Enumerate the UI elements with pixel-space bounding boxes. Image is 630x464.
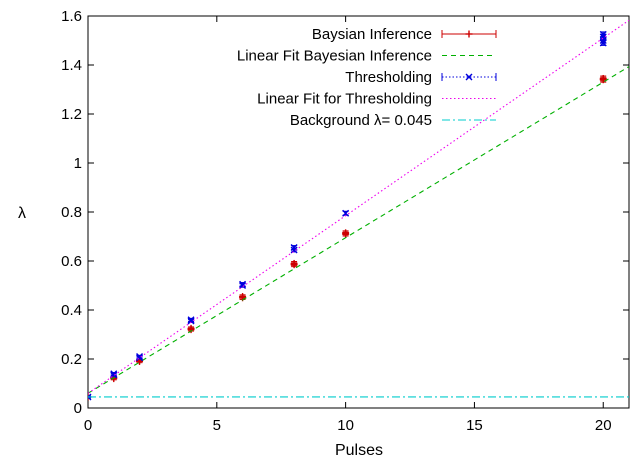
fit-line-3	[88, 19, 629, 394]
x-marker	[342, 209, 350, 217]
data-point	[110, 370, 118, 378]
y-axis-title: λ	[18, 205, 26, 222]
y-tick-label: 1	[74, 155, 82, 172]
x-axis-title: Pulses	[335, 442, 383, 459]
y-tick-label: 0.2	[61, 351, 82, 368]
legend-marker	[465, 73, 473, 81]
fit-line-1	[88, 66, 629, 394]
legend-label: Thresholding	[345, 69, 432, 86]
x-marker	[110, 370, 118, 378]
x-marker	[599, 30, 607, 38]
data-point	[187, 316, 195, 324]
y-tick-label: 1.2	[61, 106, 82, 123]
y-tick-label: 0.8	[61, 204, 82, 221]
y-tick-label: 0.4	[61, 302, 82, 319]
legend-label: Linear Fit Bayesian Inference	[237, 48, 432, 65]
x-marker	[187, 316, 195, 324]
data-point	[88, 393, 92, 401]
x-tick-label: 20	[595, 417, 612, 434]
legend-label: Background λ= 0.045	[290, 112, 432, 129]
x-marker	[290, 244, 298, 252]
legend-label: Linear Fit for Thresholding	[257, 91, 432, 108]
x-tick-label: 15	[466, 417, 483, 434]
x-marker	[239, 280, 247, 288]
data-point	[290, 259, 298, 267]
x-tick-label: 10	[337, 417, 354, 434]
x-marker	[88, 393, 92, 398]
data-point	[239, 280, 247, 288]
x-tick-label: 5	[213, 417, 221, 434]
y-tick-label: 0	[74, 400, 82, 417]
x-marker	[88, 395, 92, 401]
data-point	[342, 229, 350, 237]
legend-sample	[441, 73, 497, 81]
y-tick-label: 0.6	[61, 253, 82, 270]
y-tick-label: 1.6	[61, 8, 82, 25]
legend-label: Baysian Inference	[312, 26, 432, 43]
legend-sample	[441, 30, 497, 38]
x-tick-label: 0	[84, 417, 92, 434]
y-tick-label: 1.4	[61, 57, 82, 74]
